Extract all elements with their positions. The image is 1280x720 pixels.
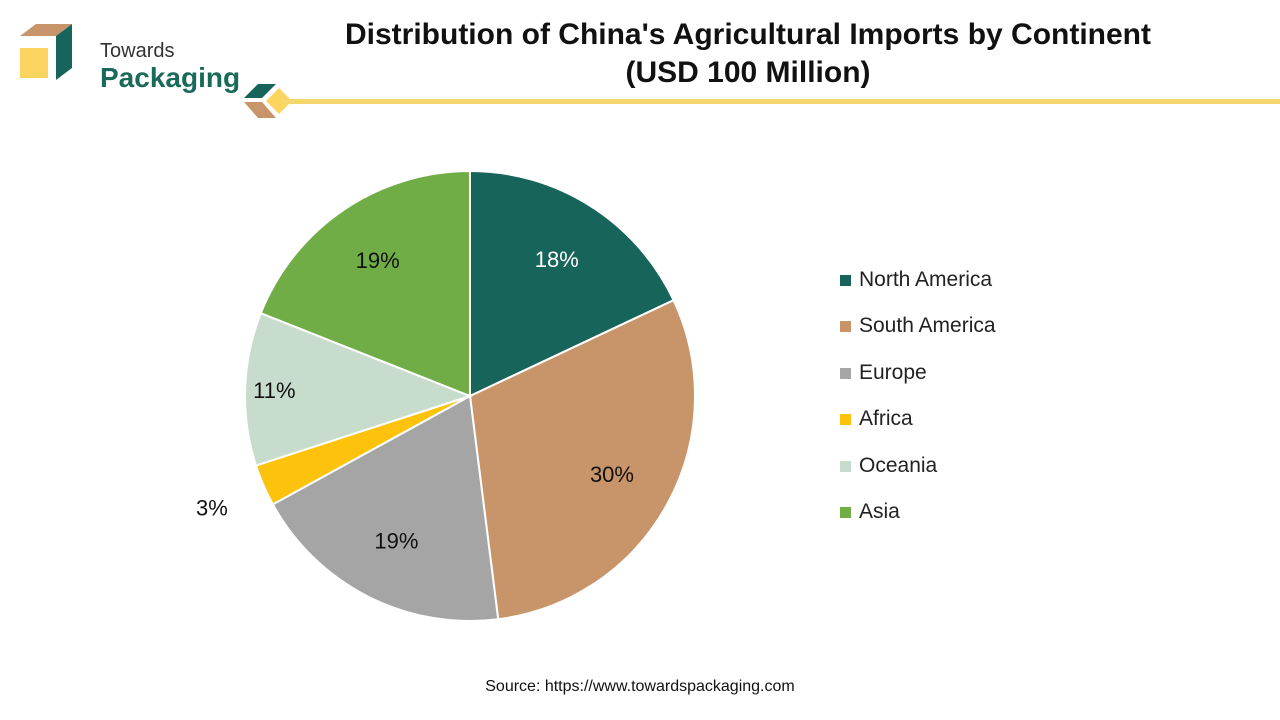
- pie-data-labels: 18% 30% 19% 3% 11% 19%: [196, 247, 634, 553]
- legend-label: North America: [859, 268, 993, 291]
- legend-swatch: [840, 275, 851, 286]
- header-divider-line: [282, 99, 1280, 104]
- box-logo-icon: [20, 24, 72, 80]
- legend-item: North America: [840, 266, 996, 312]
- source-note: Source: https://www.towardspackaging.com: [485, 678, 795, 695]
- legend-swatch: [840, 414, 851, 426]
- legend-label: Europe: [859, 360, 927, 384]
- legend-item: South America: [840, 312, 996, 358]
- legend-item: Europe: [840, 359, 996, 405]
- pie-data-label: 11%: [253, 378, 295, 403]
- chart-legend: North America South America Europe Africa Oc…: [840, 266, 996, 544]
- pie-data-label: 18%: [535, 247, 579, 272]
- pie-data-label: 30%: [590, 462, 634, 487]
- legend-swatch: [840, 367, 851, 379]
- pie-slice-north-america: [469, 169, 675, 398]
- pie-data-label: 19%: [356, 248, 400, 273]
- divider-diamond-icon: [244, 84, 292, 118]
- legend-label: Oceania: [859, 453, 938, 477]
- brand-name-bottom: Packaging: [100, 62, 241, 93]
- legend-item: Oceania: [840, 452, 996, 498]
- pie-slice-asia: [259, 169, 471, 398]
- legend-swatch: [840, 460, 851, 472]
- legend-item: Africa: [840, 405, 996, 451]
- pie-slice-europe: [271, 394, 500, 622]
- pie-slices: [244, 169, 696, 622]
- pie-slice-oceania: [244, 311, 473, 467]
- legend-swatch: [840, 321, 851, 333]
- chart-title: Distribution of China's Agricultural Imp…: [230, 16, 1266, 92]
- chart-title-line2: (USD 100 Million): [625, 56, 871, 89]
- legend-label: Africa: [859, 407, 913, 431]
- chart-title-line1: Distribution of China's Agricultural Imp…: [344, 18, 1151, 51]
- legend-label: South America: [859, 314, 996, 338]
- pie-data-label: 19%: [374, 528, 418, 553]
- legend-item: Asia: [840, 498, 996, 544]
- legend-label: Asia: [859, 499, 900, 523]
- pie-data-label: 3%: [196, 496, 228, 521]
- legend-swatch: [840, 506, 851, 518]
- brand-name-top: Towards: [100, 40, 175, 62]
- brand-logo: Towards Packaging: [16, 20, 240, 93]
- pie-slice-south-america: [468, 298, 696, 621]
